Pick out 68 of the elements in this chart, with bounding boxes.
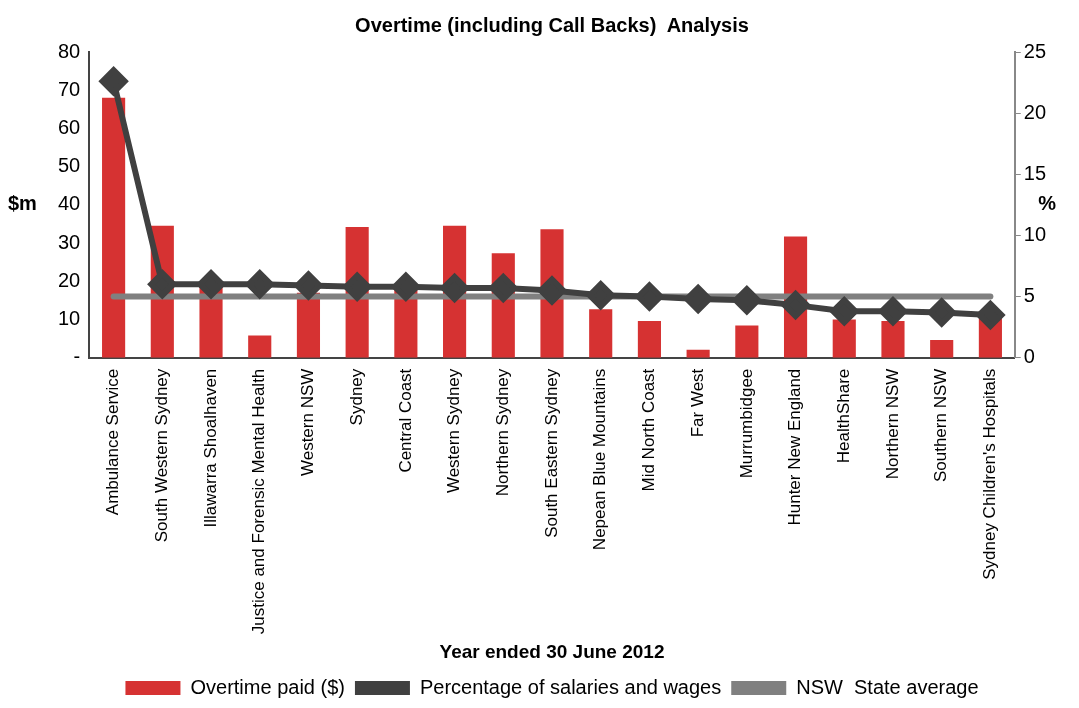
point bbox=[635, 282, 664, 311]
chart-title: Overtime (including Call Backs) Analysis bbox=[355, 13, 749, 36]
x-tick-label: Far West bbox=[687, 368, 707, 438]
bar bbox=[735, 325, 759, 358]
y-tick-label: 30 bbox=[58, 230, 81, 253]
point bbox=[440, 273, 469, 302]
x-axis-title: Year ended 30 June 2012 bbox=[439, 640, 665, 662]
point bbox=[878, 297, 907, 326]
x-tick-label: Mid North Coast bbox=[639, 368, 659, 492]
x-tick-label: Sydney Children's Hospitals bbox=[980, 368, 1000, 580]
x-tick-label: Northern NSW bbox=[882, 368, 902, 480]
y-tick-label: 20 bbox=[58, 268, 81, 291]
point bbox=[732, 286, 761, 315]
point bbox=[294, 271, 323, 300]
point bbox=[830, 297, 859, 326]
x-tick-label: Western NSW bbox=[298, 368, 318, 477]
legend-label: NSW State average bbox=[796, 675, 979, 698]
legend-label: Percentage of salaries and wages bbox=[419, 675, 722, 698]
x-tick-label: Hunter New England bbox=[785, 368, 805, 526]
x-tick-label: Murrumbidgee bbox=[736, 368, 756, 479]
x-tick-label: Southern NSW bbox=[931, 368, 951, 483]
y-axis-title: $m bbox=[8, 192, 37, 215]
point bbox=[391, 272, 420, 301]
point bbox=[245, 270, 274, 299]
y-tick-label: 60 bbox=[58, 115, 81, 138]
legend-label: Overtime paid ($) bbox=[190, 675, 345, 698]
y2-axis-title: % bbox=[1038, 192, 1057, 215]
x-tick-label: Sydney bbox=[346, 368, 366, 426]
point bbox=[781, 291, 810, 320]
point bbox=[538, 276, 566, 305]
y2-tick-label: 25 bbox=[1023, 39, 1046, 62]
y2-tick-label: 15 bbox=[1023, 161, 1046, 184]
y-tick-label: 40 bbox=[58, 192, 81, 215]
x-tick-label: South Eastern Sydney bbox=[541, 368, 561, 538]
x-tick-label: HealthShare bbox=[833, 368, 853, 464]
point bbox=[927, 298, 956, 327]
point bbox=[99, 67, 128, 96]
point bbox=[684, 284, 713, 313]
y-tick-label: 10 bbox=[58, 306, 81, 329]
y2-tick-label: 0 bbox=[1023, 345, 1035, 368]
point bbox=[586, 281, 615, 310]
y2-tick-label: 10 bbox=[1023, 222, 1046, 245]
y-tick-label: 50 bbox=[58, 154, 81, 177]
point bbox=[197, 270, 226, 299]
y-tick-label: 70 bbox=[58, 77, 81, 100]
x-tick-label: Ambulance Service bbox=[103, 368, 123, 516]
y2-tick-label: 20 bbox=[1023, 100, 1046, 123]
x-tick-label: South Western Sydney bbox=[152, 368, 171, 543]
point bbox=[489, 273, 518, 302]
x-tick-label: Central Coast bbox=[395, 368, 415, 473]
bar bbox=[930, 340, 954, 358]
bar bbox=[637, 321, 661, 358]
bar bbox=[832, 319, 856, 358]
y2-tick-label: 5 bbox=[1023, 284, 1035, 307]
point bbox=[148, 270, 177, 299]
bar bbox=[881, 321, 905, 358]
x-tick-label: Northern Sydney bbox=[492, 368, 512, 497]
bar bbox=[248, 335, 272, 358]
x-tick-label: Illawarra Shoalhaven bbox=[200, 368, 220, 528]
x-tick-label: Western Sydney bbox=[444, 368, 464, 494]
bar bbox=[102, 97, 126, 358]
point bbox=[343, 272, 372, 301]
x-tick-label: Nepean Blue Mountains bbox=[590, 368, 610, 551]
x-tick-label: Justice and Forensic Mental Health bbox=[249, 368, 269, 635]
y-tick-label: - bbox=[73, 345, 81, 368]
y-tick-label: 80 bbox=[58, 39, 81, 62]
bar bbox=[589, 309, 613, 358]
point bbox=[976, 300, 1005, 329]
